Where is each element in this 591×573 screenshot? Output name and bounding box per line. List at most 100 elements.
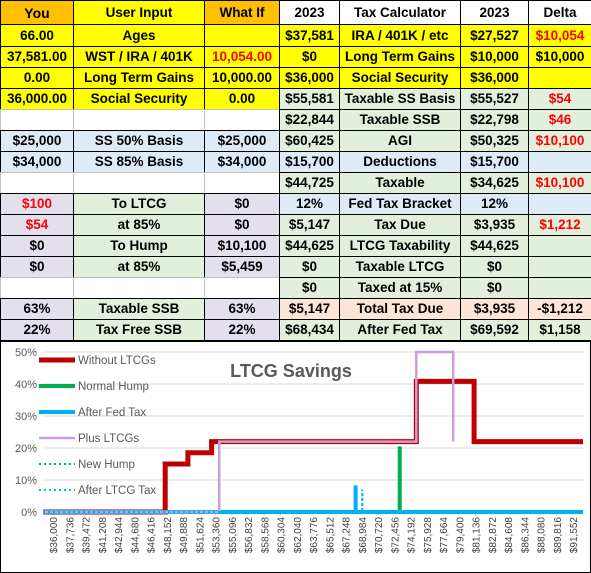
table-cell-r3-c6	[528, 67, 591, 89]
x-tick-label: $42,944	[114, 517, 125, 554]
table-cell-r15-c5: $69,592	[460, 319, 529, 341]
table-cell-r6-c0[interactable]: $25,000	[0, 130, 74, 152]
x-tick-label: $82,872	[488, 517, 499, 554]
table-cell-r15-c6: $1,158	[528, 319, 591, 341]
table-cell-r11-c5: $44,625	[460, 235, 529, 257]
table-cell-r1-c0[interactable]: 66.00	[0, 24, 74, 47]
table-cell-r9-c2[interactable]: $0	[204, 193, 280, 215]
legend-label: Normal Hump	[78, 381, 149, 393]
table-cell-r5-c2[interactable]	[204, 109, 280, 131]
table-cell-r11-c0[interactable]: $0	[0, 235, 74, 257]
table-cell-r14-c0[interactable]: 63%	[0, 298, 74, 320]
x-tick-label: $88,080	[537, 517, 548, 554]
table-cell-r0-c2: What If	[204, 0, 280, 25]
table-cell-r10-c2[interactable]: $0	[204, 214, 280, 236]
tax-calculator-table: You User Input What If 2023 Tax Calculator 20…	[0, 0, 591, 341]
table-cell-r6-c2[interactable]: $25,000	[204, 130, 280, 152]
table-cell-r12-c3: $0	[279, 256, 340, 278]
table-cell-r0-c1: User Input	[73, 0, 205, 25]
x-tick-label: $37,736	[65, 517, 76, 554]
table-cell-r2-c0[interactable]: 37,581.00	[0, 46, 74, 68]
x-tick-label: $67,248	[342, 517, 353, 554]
x-tick-label: $56,832	[244, 517, 255, 554]
table-cell-r2-c4: Long Term Gains	[339, 46, 461, 68]
table-cell-r7-c0[interactable]: $34,000	[0, 151, 74, 173]
table-cell-r8-c1[interactable]	[73, 172, 205, 194]
table-cell-r13-c6	[528, 277, 591, 299]
table-cell-r14-c1[interactable]: Taxable SSB	[73, 298, 205, 320]
table-cell-r9-c0[interactable]: $100	[0, 193, 74, 215]
table-cell-r9-c4: Fed Tax Bracket	[339, 193, 461, 215]
table-cell-r9-c5: 12%	[460, 193, 529, 215]
series-line-2	[43, 485, 583, 514]
table-cell-r15-c2[interactable]: 22%	[204, 319, 280, 341]
x-tick-label: $72,456	[390, 517, 401, 554]
x-tick-label: $75,928	[423, 517, 434, 554]
y-tick-label: 10%	[15, 475, 37, 487]
table-cell-r11-c2[interactable]: $10,100	[204, 235, 280, 257]
table-cell-r4-c1[interactable]: Social Security	[73, 88, 205, 110]
table-cell-r4-c6: $54	[528, 88, 591, 110]
table-cell-r5-c1[interactable]	[73, 109, 205, 131]
x-tick-label: $55,096	[228, 517, 239, 554]
table-cell-r0-c3: 2023	[279, 0, 340, 25]
table-cell-r8-c2[interactable]	[204, 172, 280, 194]
x-tick-label: $79,400	[455, 517, 466, 554]
table-cell-r9-c1[interactable]: To LTCG	[73, 193, 205, 215]
table-cell-r15-c1[interactable]: Tax Free SSB	[73, 319, 205, 341]
table-cell-r2-c1[interactable]: WST / IRA / 401K	[73, 46, 205, 68]
y-tick-label: 0%	[21, 507, 37, 519]
legend-label: After Fed Tax	[78, 407, 146, 419]
table-cell-r5-c0[interactable]	[0, 109, 74, 131]
y-tick-label: 40%	[15, 379, 37, 391]
table-cell-r12-c2[interactable]: $5,459	[204, 256, 280, 278]
x-tick-label: $91,552	[569, 517, 580, 554]
table-cell-r12-c6	[528, 256, 591, 278]
table-cell-r9-c6	[528, 193, 591, 215]
table-cell-r3-c3: $36,000	[279, 67, 340, 89]
x-tick-label: $62,040	[293, 517, 304, 554]
y-tick-label: 30%	[15, 411, 37, 423]
table-cell-r6-c1[interactable]: SS 50% Basis	[73, 130, 205, 152]
table-cell-r3-c1[interactable]: Long Term Gains	[73, 67, 205, 89]
table-cell-r4-c2[interactable]: 0.00	[204, 88, 280, 110]
table-cell-r14-c3: $5,147	[279, 298, 340, 320]
table-cell-r13-c1[interactable]	[73, 277, 205, 299]
table-cell-r12-c5: $0	[460, 256, 529, 278]
table-cell-r7-c5: $15,700	[460, 151, 529, 173]
table-cell-r13-c2[interactable]	[204, 277, 280, 299]
table-cell-r11-c4: LTCG Taxability	[339, 235, 461, 257]
table-cell-r12-c1[interactable]: at 85%	[73, 256, 205, 278]
table-cell-r1-c4: IRA / 401K / etc	[339, 24, 461, 47]
table-cell-r13-c0[interactable]	[0, 277, 74, 299]
x-tick-label: $70,720	[374, 517, 385, 554]
table-cell-r4-c5: $55,527	[460, 88, 529, 110]
x-tick-label: $84,608	[504, 517, 515, 554]
table-cell-r8-c0[interactable]	[0, 172, 74, 194]
x-tick-label: $60,304	[277, 517, 288, 554]
table-cell-r2-c5: $10,000	[460, 46, 529, 68]
table-cell-r1-c2[interactable]	[204, 24, 280, 47]
table-cell-r11-c1[interactable]: To Hump	[73, 235, 205, 257]
table-cell-r3-c0[interactable]: 0.00	[0, 67, 74, 89]
table-cell-r14-c2[interactable]: 63%	[204, 298, 280, 320]
table-cell-r7-c1[interactable]: SS 85% Basis	[73, 151, 205, 173]
table-cell-r2-c2[interactable]: 10,054.00	[204, 46, 280, 68]
table-cell-r12-c0[interactable]: $0	[0, 256, 74, 278]
table-cell-r7-c2[interactable]: $34,000	[204, 151, 280, 173]
table-cell-r4-c4: Taxable SS Basis	[339, 88, 461, 110]
table-cell-r3-c2[interactable]: 10,000.00	[204, 67, 280, 89]
table-cell-r8-c5: $34,625	[460, 172, 529, 194]
table-cell-r14-c4: Total Tax Due	[339, 298, 461, 320]
table-cell-r4-c0[interactable]: 36,000.00	[0, 88, 74, 110]
table-cell-r10-c0[interactable]: $54	[0, 214, 74, 236]
x-tick-label: $46,416	[147, 517, 158, 554]
table-cell-r15-c0[interactable]: 22%	[0, 319, 74, 341]
x-tick-label: $89,816	[553, 517, 564, 554]
table-cell-r4-c3: $55,581	[279, 88, 340, 110]
table-cell-r10-c1[interactable]: at 85%	[73, 214, 205, 236]
legend-label: After LTCG Tax	[78, 485, 156, 497]
table-cell-r1-c1[interactable]: Ages	[73, 24, 205, 47]
x-tick-label: $48,152	[163, 517, 174, 554]
table-cell-r15-c3: $68,434	[279, 319, 340, 341]
